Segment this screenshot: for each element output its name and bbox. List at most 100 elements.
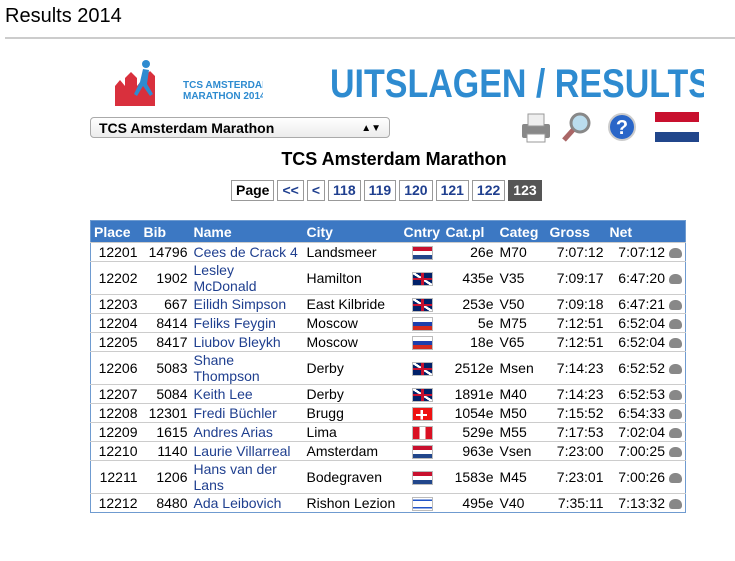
result-row: 12208 12301 Fredi Büchler Brugg 1054e M50 7:15… [90,403,686,423]
cell[interactable]: Laurie Villarreal [190,441,304,461]
country-flag [412,472,432,485]
page-link[interactable]: 122 [471,180,506,201]
cell[interactable]: Shane Thompson [190,351,304,385]
cell: Derby [303,384,401,404]
cell: 7:00:26 [606,460,686,494]
details-icon[interactable] [669,390,682,401]
cell[interactable]: Andres Arias [190,422,304,442]
cell: 7:07:12 [546,242,607,262]
details-icon[interactable] [669,447,682,458]
print-icon[interactable] [522,113,550,143]
country-flag [412,389,432,402]
cell: Bodegraven [303,460,401,494]
pagination: Page << < 118 119 120 121 122 123 [231,180,542,201]
cell[interactable]: Cees de Crack 4 [190,242,304,262]
cell: V35 [496,261,547,295]
column-header: Net [606,220,686,243]
cell: 1615 [140,422,191,442]
details-icon[interactable] [669,319,682,330]
page-current: 123 [508,180,542,201]
logo: TCS AMSTERDAM MARATHON 2014 [115,60,263,106]
page-link[interactable]: 120 [399,180,433,201]
details-icon[interactable] [669,274,682,285]
cell: 12206 [90,351,141,385]
cell: 7:13:32 [606,493,686,513]
cell: 12212 [90,493,141,513]
cell: Rishon Lezion [303,493,401,513]
cell: 7:09:18 [546,294,607,314]
result-row: 12204 8414 Feliks Feygin Moscow 5e M75 7:12:51… [90,313,686,333]
result-row: 12207 5084 Keith Lee Derby 1891e M40 7:14:23 6:… [90,384,686,404]
search-icon[interactable] [562,112,591,142]
country-flag [412,273,432,286]
cell[interactable]: Hans van der Lans [190,460,304,494]
cell: 435e [442,261,497,295]
cell[interactable]: Ada Leibovich [190,493,304,513]
details-icon[interactable] [669,428,682,439]
country-cell [400,294,443,314]
cell[interactable]: Feliks Feygin [190,313,304,333]
column-header: Cntry [400,220,443,243]
result-row: 12205 8417 Liubov Bleykh Moscow 18e V65 7:12:5… [90,332,686,352]
banner-text: UITSLAGEN / RESULTS 2 [330,62,704,106]
cell[interactable]: Keith Lee [190,384,304,404]
result-row: 12209 1615 Andres Arias Lima 529e M55 7:17:53 7… [90,422,686,442]
cell: 12202 [90,261,141,295]
column-header: Bib [140,220,191,243]
page-prev[interactable]: < [306,180,326,201]
cell: 529e [442,422,497,442]
details-icon[interactable] [669,248,682,259]
cell: M50 [496,403,547,423]
cell: V40 [496,493,547,513]
cell: 7:35:11 [546,493,607,513]
page-link[interactable]: 118 [328,180,361,201]
cell: 12201 [90,242,141,262]
cell[interactable]: Fredi Büchler [190,403,304,423]
country-cell [400,460,443,494]
cell: Derby [303,351,401,385]
country-flag [412,247,432,260]
cell: 7:14:23 [546,384,607,404]
cell: 7:07:12 [606,242,686,262]
cell: 5e [442,313,497,333]
cell: 12211 [90,460,141,494]
details-icon[interactable] [669,364,682,375]
page-first[interactable]: << [277,180,304,201]
cell: 7:12:51 [546,332,607,352]
cell[interactable]: Liubov Bleykh [190,332,304,352]
cell: 5083 [140,351,191,385]
country-flag [412,498,432,511]
cell: 12209 [90,422,141,442]
details-icon[interactable] [669,409,682,420]
page-link[interactable]: 119 [363,180,397,201]
cell: 1891e [442,384,497,404]
cell: 12207 [90,384,141,404]
event-select[interactable]: TCS Amsterdam Marathon ▲▼ [90,117,390,138]
cell: 7:17:53 [546,422,607,442]
toolbar: ? [522,112,699,143]
country-flag [412,299,432,312]
cell[interactable]: Lesley McDonald [190,261,304,295]
heading: TCS Amsterdam Marathon [281,149,507,169]
result-row: 12202 1902 Lesley McDonald Hamilton 435e V35 7… [90,261,686,295]
cell: 12210 [90,441,141,461]
cell: 6:47:20 [606,261,686,295]
help-icon[interactable]: ? [608,113,636,141]
cell: 1206 [140,460,191,494]
cell: 6:52:53 [606,384,686,404]
language-flag[interactable] [655,112,699,142]
details-icon[interactable] [669,499,682,510]
cell: 7:23:01 [546,460,607,494]
cell: 2512e [442,351,497,385]
column-header: City [303,220,401,243]
details-icon[interactable] [669,338,682,349]
details-icon[interactable] [669,300,682,311]
page-link[interactable]: 121 [435,180,469,201]
country-flag [412,446,432,459]
cell: Hamilton [303,261,401,295]
cell[interactable]: Eilidh Simpson [190,294,304,314]
country-flag [412,318,432,331]
country-cell [400,384,443,404]
cell: East Kilbride [303,294,401,314]
details-icon[interactable] [669,473,682,484]
